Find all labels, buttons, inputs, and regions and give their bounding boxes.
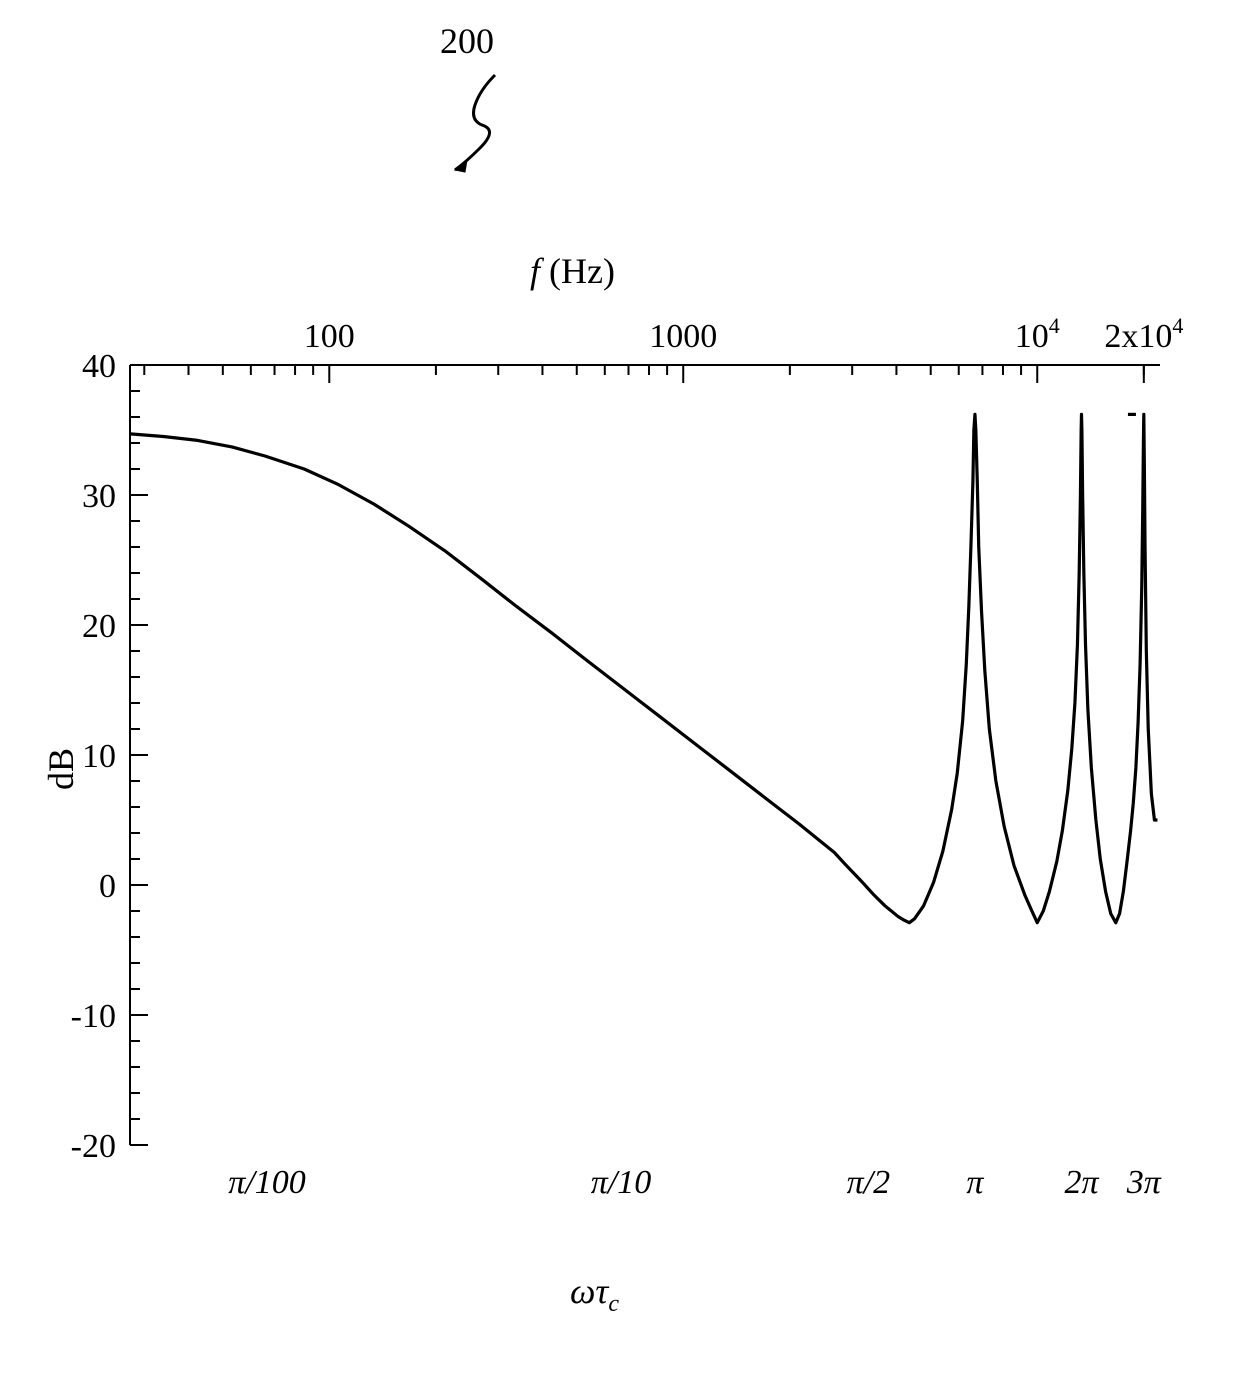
svg-text:40: 40 [82, 348, 116, 385]
figure-canvas: 200 f (Hz) dB ωτc -20-100102030401001000… [0, 0, 1240, 1390]
svg-text:0: 0 [99, 868, 116, 905]
svg-text:3π: 3π [1126, 1164, 1162, 1201]
figure-pointer-arrow [420, 70, 520, 180]
svg-text:π: π [966, 1164, 984, 1201]
svg-text:π/100: π/100 [228, 1164, 305, 1201]
top-axis-var: f [530, 251, 540, 291]
bottom-axis-var: ωτ [570, 1271, 608, 1311]
svg-text:-10: -10 [71, 998, 116, 1035]
svg-text:30: 30 [82, 478, 116, 515]
svg-text:-20: -20 [71, 1128, 116, 1165]
bottom-axis-title: ωτc [570, 1270, 619, 1318]
svg-text:π/10: π/10 [591, 1164, 651, 1201]
svg-text:2x104: 2x104 [1104, 313, 1183, 355]
svg-text:2π: 2π [1064, 1164, 1099, 1201]
svg-text:π/2: π/2 [847, 1164, 890, 1201]
bottom-axis-sub: c [608, 1291, 619, 1317]
svg-text:10: 10 [82, 738, 116, 775]
svg-text:1000: 1000 [649, 318, 717, 355]
top-axis-unit: (Hz) [549, 251, 615, 291]
top-axis-title: f (Hz) [530, 250, 615, 292]
svg-text:104: 104 [1015, 313, 1060, 355]
svg-text:100: 100 [304, 318, 355, 355]
svg-text:20: 20 [82, 608, 116, 645]
plot-area: -20 -10 0 10 20 30 40 100 1000 104 2x104 π/100 π/10 π… [40, 295, 1190, 1235]
figure-number-label: 200 [440, 20, 494, 62]
